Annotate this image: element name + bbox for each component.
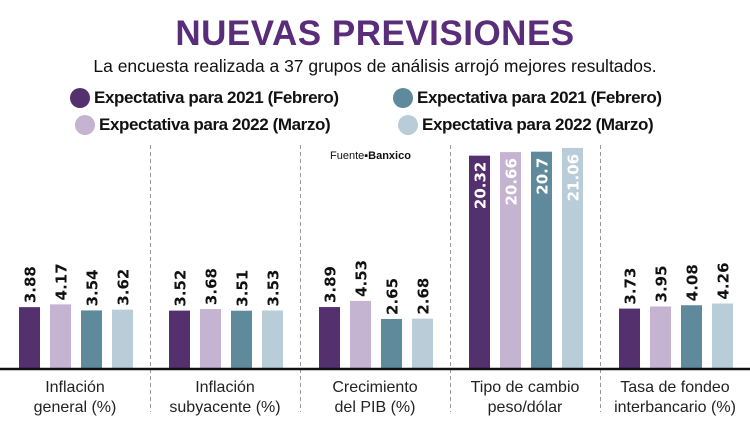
- source-note: Fuente▪Banxico: [330, 150, 411, 162]
- category-label: Tasa de fondeo: [620, 379, 730, 396]
- value-label: 3.53: [265, 269, 283, 306]
- legend-swatch: [398, 115, 418, 135]
- bar: [412, 318, 433, 368]
- category-label: interbancario (%): [614, 399, 736, 416]
- bar: [681, 305, 702, 368]
- value-label: 2.65: [384, 278, 402, 315]
- bar: [169, 310, 190, 368]
- value-label: 3.89: [322, 266, 340, 303]
- bar: [562, 147, 583, 368]
- legend-label: Expectativa para 2021 (Febrero): [94, 88, 339, 107]
- legend-label: Expectativa para 2022 (Marzo): [422, 115, 654, 134]
- category-label: subyacente (%): [169, 399, 280, 416]
- bar: [619, 308, 640, 368]
- bar: [19, 307, 40, 368]
- category-label: Tipo de cambio: [471, 379, 580, 396]
- legend-item: Expectativa para 2022 (Marzo): [75, 115, 331, 135]
- value-label: 3.51: [234, 270, 252, 307]
- category-label: Crecimiento: [332, 379, 417, 396]
- value-label: 21.06: [565, 154, 583, 201]
- legend-label: Expectativa para 2021 (Febrero): [417, 88, 662, 107]
- value-label: 20.7: [534, 158, 552, 195]
- legend-item: Expectativa para 2022 (Marzo): [398, 115, 654, 135]
- value-label: 3.73: [622, 268, 640, 305]
- category-label: Inflación: [195, 379, 255, 396]
- legend-label: Expectativa para 2022 (Marzo): [99, 115, 331, 134]
- category-label: general (%): [34, 399, 117, 416]
- bar: [500, 152, 521, 368]
- category-label: peso/dólar: [488, 399, 563, 416]
- bar: [112, 309, 133, 368]
- bar: [469, 155, 490, 368]
- value-label: 3.68: [203, 268, 221, 305]
- value-label: 4.17: [53, 263, 71, 300]
- value-label: 3.54: [84, 269, 102, 306]
- legend-swatch: [393, 88, 413, 108]
- category-label: Inflación: [45, 379, 105, 396]
- bar: [531, 151, 552, 368]
- bar: [50, 304, 71, 368]
- bar: [81, 310, 102, 368]
- source-label: Fuente: [330, 150, 365, 162]
- legend-item: Expectativa para 2021 (Febrero): [70, 88, 339, 108]
- legend-item: Expectativa para 2021 (Febrero): [393, 88, 662, 108]
- chart-subtitle: La encuesta realizada a 37 grupos de aná…: [93, 56, 657, 76]
- bar: [319, 307, 340, 368]
- value-label: 20.66: [503, 158, 521, 205]
- value-label: 4.26: [715, 262, 733, 299]
- value-label: 4.08: [684, 264, 702, 301]
- value-label: 3.88: [22, 266, 40, 303]
- value-label: 3.52: [172, 270, 190, 307]
- bar: [712, 303, 733, 368]
- value-label: 20.32: [472, 162, 490, 209]
- bar: [381, 318, 402, 368]
- bar: [262, 310, 283, 368]
- legend-swatch: [70, 88, 90, 108]
- bar: [231, 310, 252, 368]
- value-label: 3.95: [653, 265, 671, 302]
- bar: [350, 300, 371, 368]
- value-label: 2.68: [415, 278, 433, 315]
- bar: [200, 309, 221, 368]
- chart-title: NUEVAS PREVISIONES: [175, 14, 575, 53]
- legend-swatch: [75, 115, 95, 135]
- category-label: del PIB (%): [335, 399, 416, 416]
- bar: [650, 306, 671, 368]
- source-name: Banxico: [368, 150, 411, 162]
- value-label: 4.53: [353, 260, 371, 297]
- value-label: 3.62: [115, 269, 133, 306]
